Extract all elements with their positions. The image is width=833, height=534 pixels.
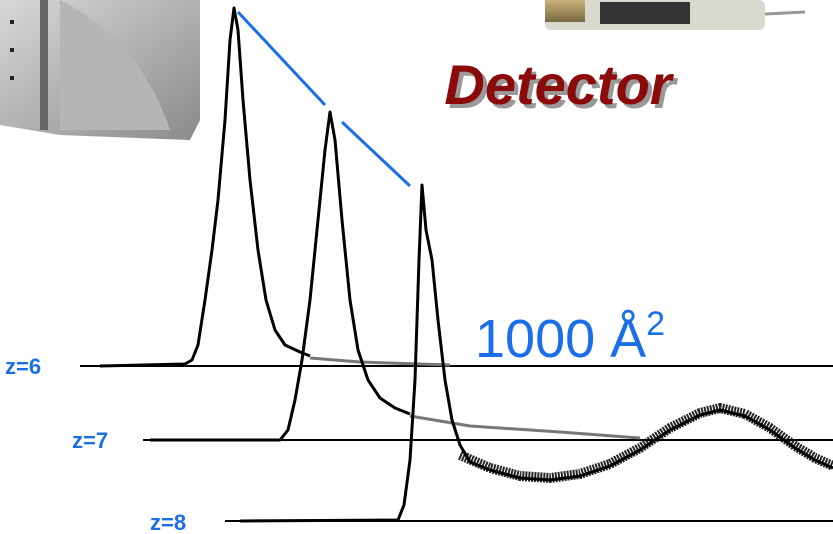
detector-image [0, 0, 200, 140]
trace [99, 6, 311, 368]
trace-label: z=7 [72, 428, 108, 453]
trace-tail [309, 356, 451, 367]
annotation: 1000 Å2 [475, 305, 665, 369]
trace-label: z=6 [5, 354, 41, 379]
annotation-base: 1000 Å [475, 309, 646, 369]
guide-line [340, 120, 412, 188]
trace-tail [409, 414, 641, 440]
title-shadow: Detector [448, 57, 678, 120]
title: Detector [444, 53, 674, 116]
trace-label: z=8 [150, 510, 186, 534]
trace [150, 110, 411, 442]
annotation-sup: 2 [646, 305, 665, 343]
guide-line [236, 10, 327, 107]
trace-noise [458, 402, 833, 484]
device-image [545, 0, 806, 30]
